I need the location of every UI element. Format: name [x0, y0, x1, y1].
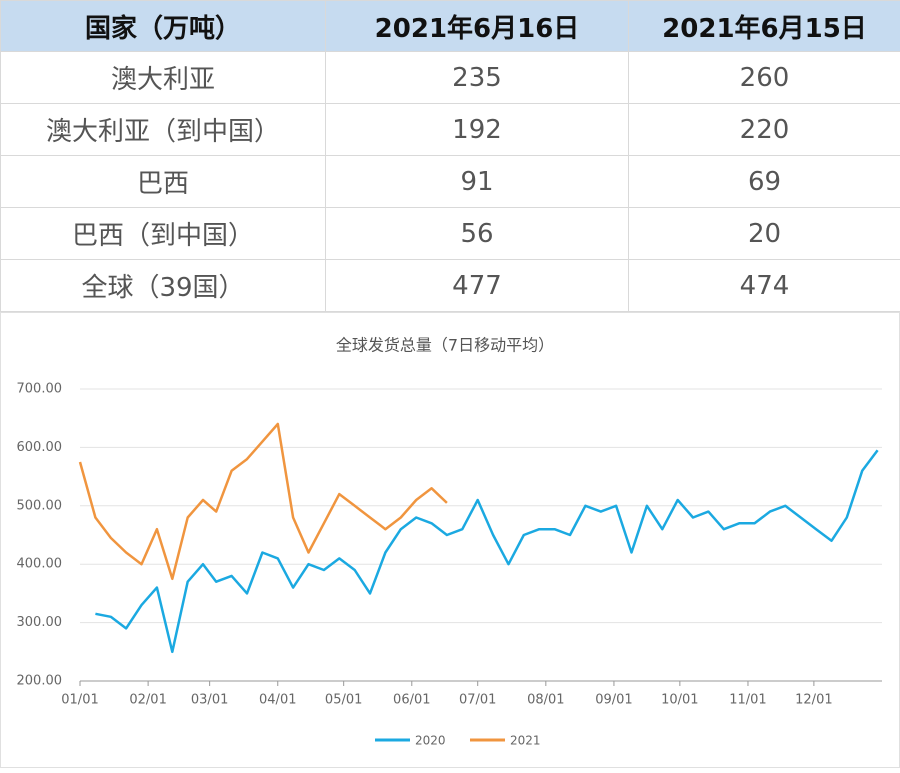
- header-cell: 2021年6月16日: [325, 0, 629, 52]
- x-tick-label: 11/01: [729, 693, 766, 708]
- table-row: 巴西 91 69: [0, 155, 900, 208]
- y-tick-label: 400.00: [17, 557, 63, 572]
- table-cell: 220: [628, 103, 900, 156]
- chart: 全球发货总量（7日移动平均） 200.00 300.00 400.00 500.00 6…: [0, 312, 900, 768]
- table-row: 澳大利亚 235 260: [0, 51, 900, 104]
- table-cell: 192: [325, 103, 629, 156]
- line-series: [78, 422, 448, 581]
- y-tick-label: 600.00: [17, 440, 63, 455]
- line-series: [95, 449, 879, 654]
- table-cell: 56: [325, 207, 629, 260]
- x-tick-label: 01/01: [61, 693, 98, 708]
- table-cell: 474: [628, 259, 900, 312]
- table-row: 澳大利亚（到中国） 192 220: [0, 103, 900, 156]
- x-tick-label: 08/01: [527, 693, 564, 708]
- table-cell: 澳大利亚: [0, 51, 326, 104]
- x-tick-label: 07/01: [459, 693, 496, 708]
- header-row: 国家（万吨） 2021年6月16日 2021年6月15日: [0, 0, 900, 52]
- table: 国家（万吨） 2021年6月16日 2021年6月15日 澳大利亚 235 260 澳大利…: [0, 0, 900, 312]
- table-cell: 全球（39国）: [0, 259, 326, 312]
- header-cell: 国家（万吨）: [0, 0, 326, 52]
- x-tick-label: 03/01: [191, 693, 228, 708]
- table-cell: 20: [628, 207, 900, 260]
- table-cell: 69: [628, 155, 900, 208]
- table-row: 全球（39国） 477 474: [0, 259, 900, 312]
- x-tick-label: 12/01: [795, 693, 832, 708]
- table-cell: 巴西（到中国）: [0, 207, 326, 260]
- legend-label: 2020: [415, 734, 446, 748]
- x-tick-label: 04/01: [259, 693, 296, 708]
- x-tick-label: 06/01: [393, 693, 430, 708]
- header-cell: 2021年6月15日: [628, 0, 900, 52]
- table-row: 巴西（到中国） 56 20: [0, 207, 900, 260]
- table-body: 澳大利亚 235 260 澳大利亚（到中国） 192 220 巴西 91 69 巴西（到中国） 56…: [0, 51, 900, 312]
- table-cell: 260: [628, 51, 900, 104]
- x-tick-label: 09/01: [595, 693, 632, 708]
- y-tick-label: 300.00: [17, 615, 63, 630]
- table-cell: 澳大利亚（到中国）: [0, 103, 326, 156]
- y-tick-label: 200.00: [17, 674, 63, 689]
- table-cell: 91: [325, 155, 629, 208]
- legend-label: 2021: [510, 734, 541, 748]
- table-cell: 235: [325, 51, 629, 104]
- x-tick-label: 02/01: [129, 693, 166, 708]
- y-tick-label: 700.00: [17, 382, 63, 397]
- x-tick-label: 10/01: [661, 693, 698, 708]
- y-tick-label: 500.00: [17, 498, 63, 513]
- chart-title: 全球发货总量（7日移动平均）: [336, 336, 554, 355]
- x-tick-label: 05/01: [325, 693, 362, 708]
- table-cell: 巴西: [0, 155, 326, 208]
- table-cell: 477: [325, 259, 629, 312]
